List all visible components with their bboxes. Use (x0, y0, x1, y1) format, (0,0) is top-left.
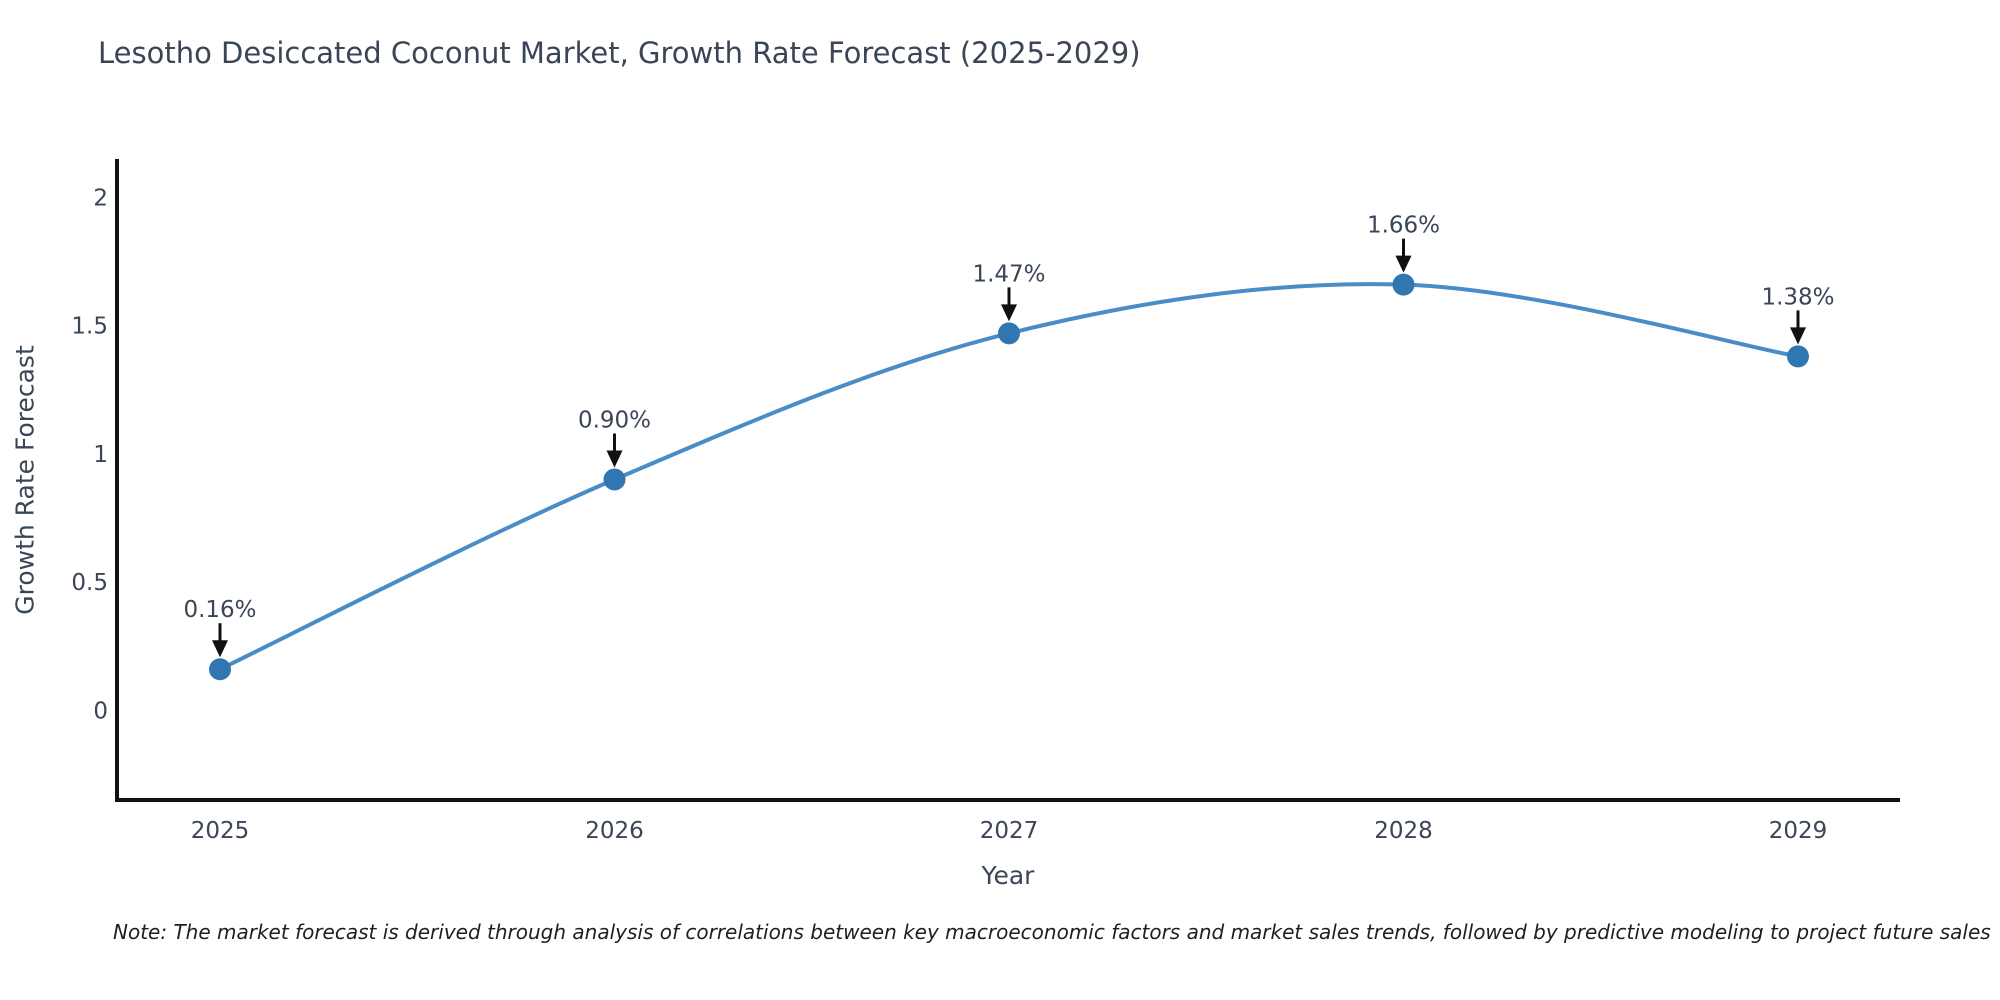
x-tick-label: 2025 (191, 818, 250, 844)
annotation-arrow-head (1790, 327, 1806, 345)
annotation-arrow-head (1001, 304, 1017, 322)
x-tick-label: 2027 (980, 818, 1039, 844)
y-tick-label: 0 (93, 698, 108, 724)
x-tick-label: 2029 (1769, 818, 1828, 844)
y-tick-label: 2 (93, 185, 108, 211)
footnote: Note: The market forecast is derived thr… (113, 920, 1991, 944)
data-point-label: 1.66% (1367, 213, 1440, 239)
data-point-label: 0.16% (183, 597, 256, 623)
annotation-arrow-head (606, 450, 623, 468)
data-point-marker (998, 322, 1020, 345)
data-point-label: 0.90% (578, 408, 651, 434)
chart-title: Lesotho Desiccated Coconut Market, Growt… (98, 36, 1141, 70)
data-point-marker (1787, 345, 1809, 368)
annotation-arrow-head (1395, 255, 1412, 273)
data-point-marker (603, 468, 626, 491)
y-tick-label: 0.5 (71, 570, 108, 596)
x-axis-title: Year (981, 861, 1035, 890)
data-point-label: 1.47% (972, 261, 1045, 287)
y-tick-label: 1 (93, 442, 108, 468)
x-tick-label: 2028 (1374, 818, 1433, 844)
x-tick-label: 2026 (585, 818, 644, 844)
y-tick-label: 1.5 (71, 314, 108, 340)
data-point-label: 1.38% (1761, 284, 1834, 310)
annotation-arrow-head (212, 640, 228, 658)
data-point-marker (209, 658, 231, 681)
data-point-marker (1392, 273, 1415, 296)
